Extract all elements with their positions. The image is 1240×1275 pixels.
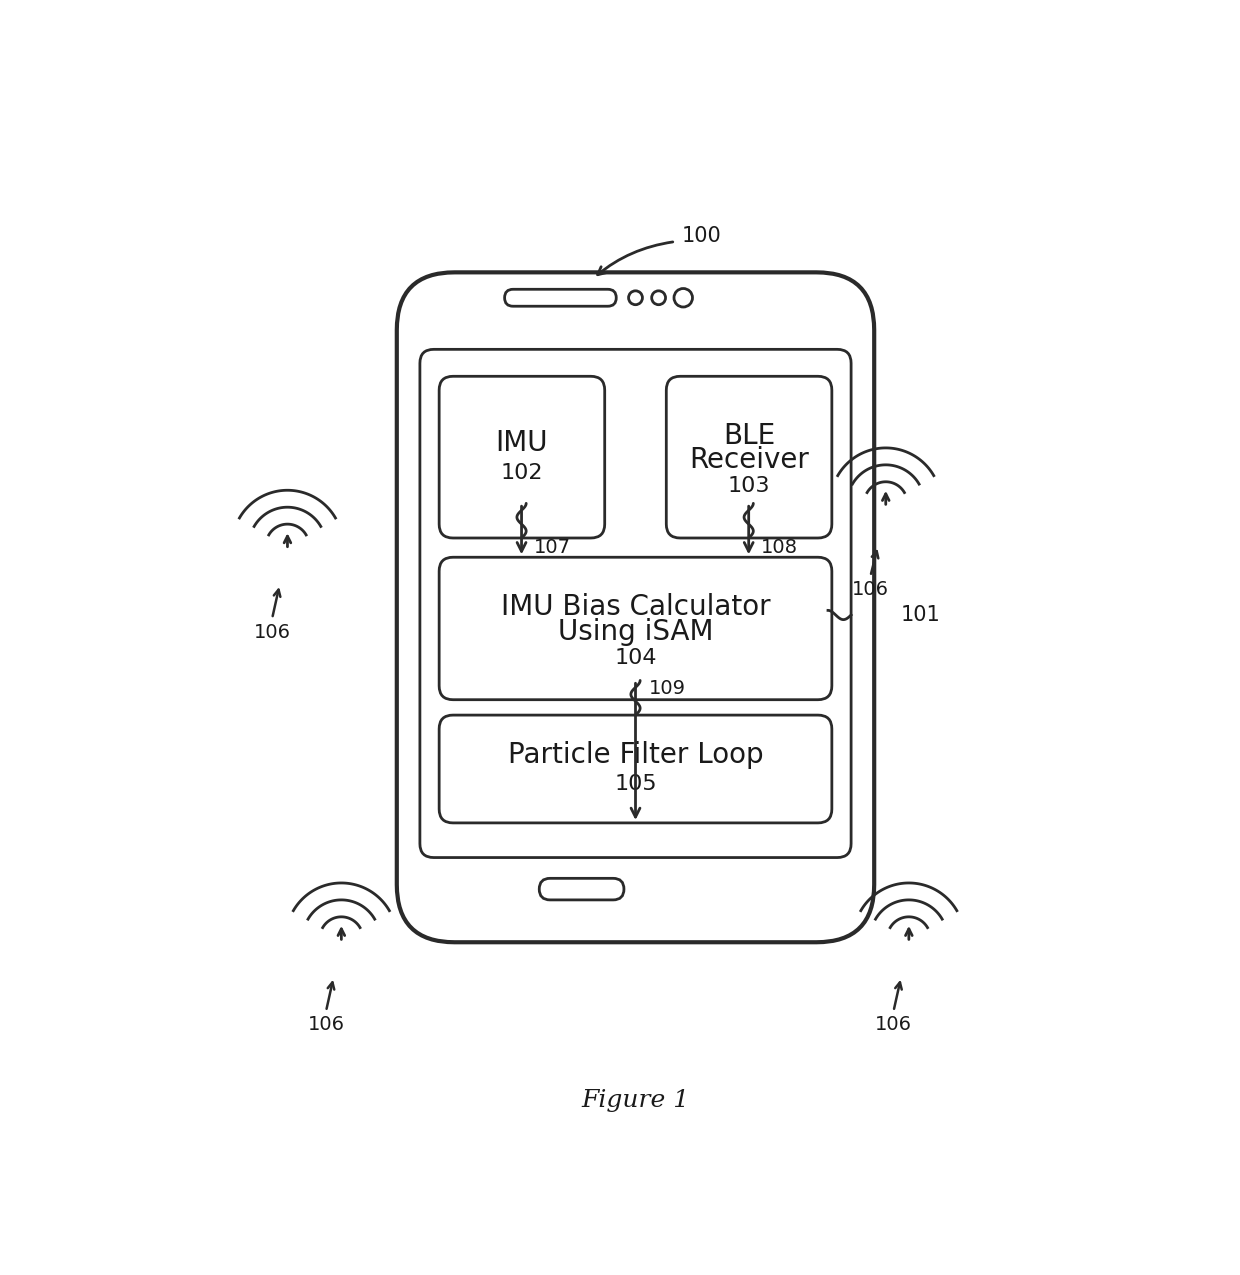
Text: IMU Bias Calculator: IMU Bias Calculator [501, 593, 770, 621]
Text: 106: 106 [852, 580, 889, 599]
FancyBboxPatch shape [420, 349, 851, 858]
Text: Using iSAM: Using iSAM [558, 617, 713, 645]
Text: 107: 107 [534, 538, 570, 557]
Text: 104: 104 [614, 648, 657, 668]
Text: 100: 100 [682, 226, 722, 246]
FancyBboxPatch shape [439, 557, 832, 700]
Text: 106: 106 [308, 1015, 345, 1034]
FancyBboxPatch shape [439, 715, 832, 822]
Text: IMU: IMU [496, 430, 548, 458]
Text: BLE: BLE [723, 422, 775, 450]
Text: 106: 106 [253, 622, 290, 641]
Text: 109: 109 [650, 678, 687, 697]
Text: Figure 1: Figure 1 [582, 1089, 689, 1112]
Text: Receiver: Receiver [689, 446, 808, 474]
Text: Particle Filter Loop: Particle Filter Loop [507, 741, 764, 769]
Text: 105: 105 [614, 774, 657, 794]
Text: 101: 101 [901, 606, 941, 625]
Text: 102: 102 [501, 463, 543, 482]
Text: 103: 103 [728, 477, 770, 496]
FancyBboxPatch shape [505, 289, 616, 306]
FancyBboxPatch shape [666, 376, 832, 538]
FancyBboxPatch shape [439, 376, 605, 538]
Text: 108: 108 [761, 538, 799, 557]
Text: 106: 106 [875, 1015, 911, 1034]
FancyBboxPatch shape [539, 878, 624, 900]
FancyBboxPatch shape [397, 273, 874, 942]
